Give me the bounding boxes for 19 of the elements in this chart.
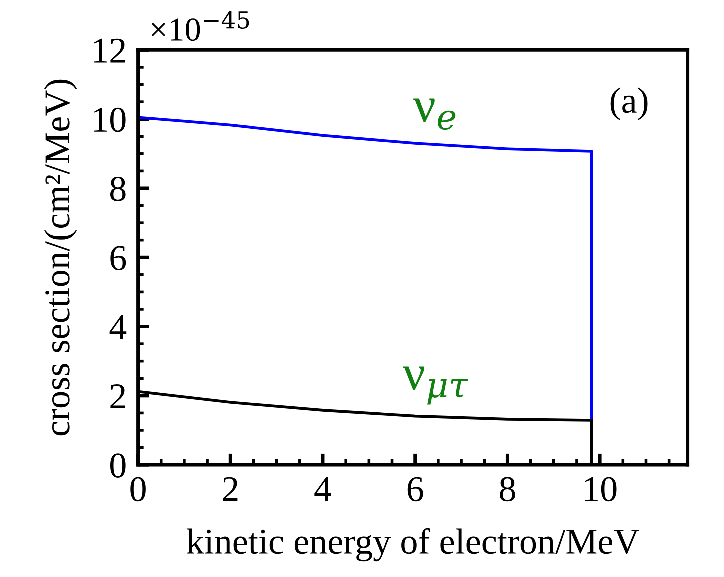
y-tick-label: 2 <box>110 384 126 408</box>
y-tick-label: 6 <box>110 246 126 271</box>
x-tick-label: 4 <box>314 477 332 502</box>
y-axis-title: cross section/(cm²/MeV) <box>44 80 78 436</box>
x-tick-label: 2 <box>223 477 238 502</box>
x-tick-label: 8 <box>500 477 516 502</box>
x-axis-title: kinetic energy of electron/MeV <box>186 528 640 562</box>
x-tick-label: 6 <box>408 477 424 502</box>
text: ×10$^{−45}$ <box>152 11 250 42</box>
y-tick-label: 10 <box>94 108 126 132</box>
y-tick-label: 12 <box>94 38 126 63</box>
y-tick-label: 4 <box>110 316 127 340</box>
series-label: ν$_{e}$ <box>414 98 456 130</box>
y-tick-label: 0 <box>110 454 126 478</box>
x-tick-label: 10 <box>585 477 617 502</box>
annotation: (a) <box>610 88 648 121</box>
x-tick-label: 0 <box>130 477 146 502</box>
series-label: ν$_{μτ}$ <box>403 366 469 405</box>
y-tick-label: 8 <box>110 177 126 202</box>
